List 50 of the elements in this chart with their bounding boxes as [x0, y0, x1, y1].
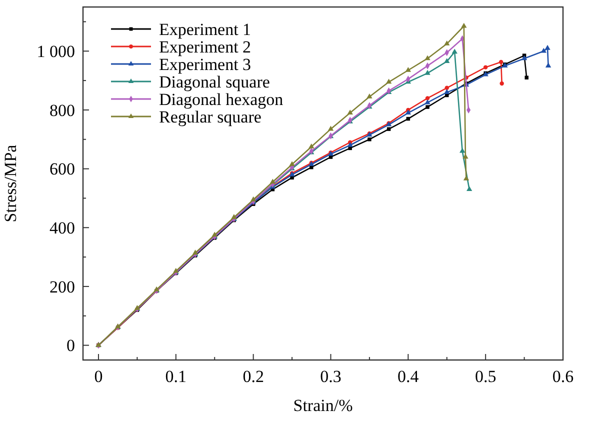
point [460, 148, 466, 153]
point [444, 58, 450, 64]
point [424, 99, 430, 104]
x-tick-label: 0.2 [242, 367, 264, 386]
legend-label: Experiment 1 [159, 20, 252, 39]
point [500, 81, 504, 86]
point [405, 66, 412, 72]
point [308, 143, 314, 148]
point [483, 65, 488, 70]
y-tick-label: 200 [50, 277, 75, 296]
x-tick-label: 0.3 [320, 367, 342, 386]
point [461, 22, 467, 28]
y-tick-label: 0 [66, 336, 75, 356]
point [544, 44, 550, 50]
point [498, 60, 504, 64]
y-tick-label: 800 [50, 100, 75, 120]
point [463, 176, 470, 180]
x-tick-label: 0.4 [398, 367, 420, 386]
y-tick-label: 400 [50, 218, 75, 238]
point [366, 93, 372, 98]
point [444, 89, 450, 94]
point [424, 55, 430, 60]
point [386, 78, 392, 84]
point [347, 142, 353, 147]
point [452, 48, 458, 54]
y-tick-label: 1 000 [36, 42, 75, 62]
x-tick-label: 0.1 [165, 367, 187, 386]
point [386, 127, 391, 131]
point [426, 105, 430, 109]
point [368, 138, 372, 142]
y-tick-label: 600 [50, 160, 75, 179]
point [424, 70, 430, 75]
x-tick-label: 0 [94, 367, 103, 386]
point [444, 86, 449, 90]
point [425, 96, 430, 100]
point [328, 126, 334, 131]
point [540, 48, 546, 53]
x-tick-label: 0.6 [552, 367, 574, 386]
x-tick-label: 0.5 [474, 367, 496, 386]
y-axis-title: Stress/MPa [1, 144, 20, 222]
point [347, 110, 353, 115]
point [524, 76, 528, 80]
point [545, 62, 552, 68]
point [405, 110, 412, 115]
point [466, 186, 472, 192]
point [444, 40, 450, 46]
point [521, 55, 528, 60]
x-axis-title: Strain/% [293, 396, 353, 415]
point [270, 178, 276, 184]
point [289, 161, 295, 166]
